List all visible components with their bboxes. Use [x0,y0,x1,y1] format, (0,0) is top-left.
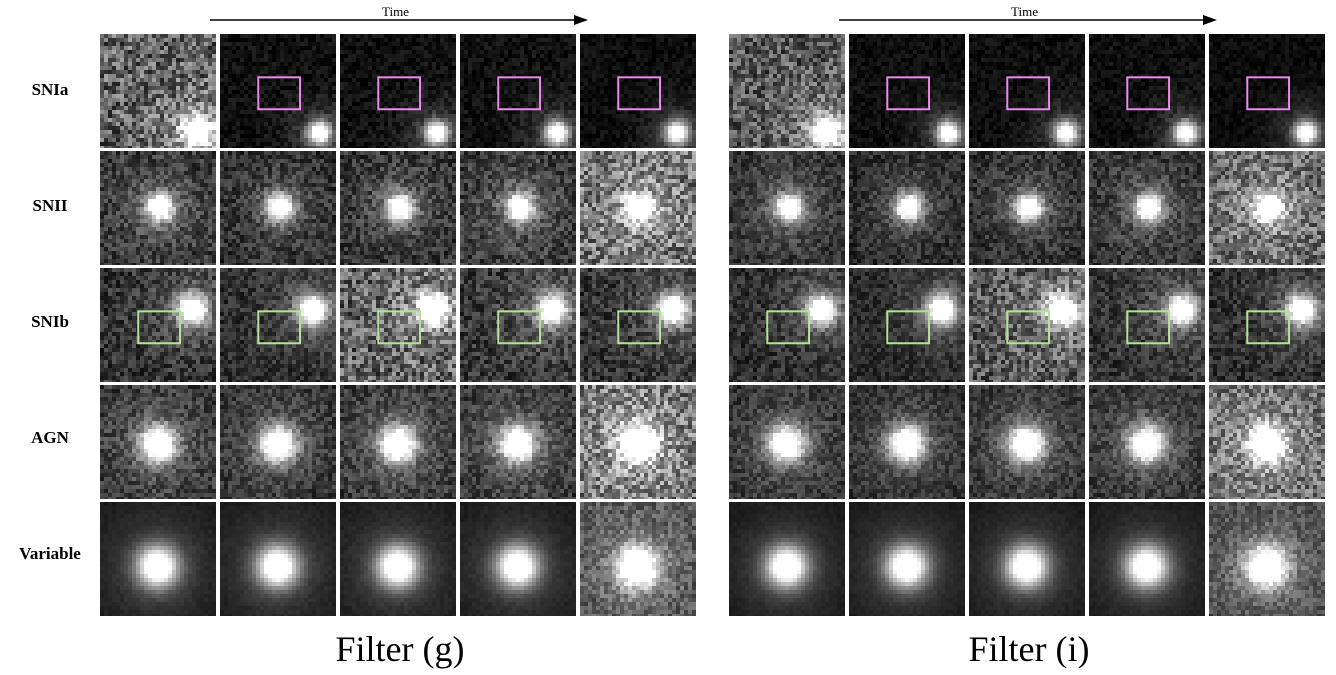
thumbnail-image [100,502,216,616]
highlight-box [377,76,422,111]
thumbnail-image [729,502,845,616]
thumbnail-image [100,151,216,265]
highlight-box [1126,310,1171,345]
panel-filter-g: Time Filter (g) [100,0,700,675]
highlight-box [1006,310,1051,345]
highlight-box [1246,76,1291,111]
image-grid [729,34,1327,616]
filter-title: Filter (g) [100,628,700,670]
thumbnail-image [969,385,1085,499]
row-label-agn: AGN [0,428,100,448]
thumbnail-image [100,268,216,382]
thumbnail-image [849,385,965,499]
time-axis-label: Time [382,4,409,20]
thumbnail-image [1089,268,1205,382]
highlight-box [257,310,302,345]
highlight-box [617,310,662,345]
highlight-box [1006,76,1051,111]
thumbnail-image [969,502,1085,616]
thumbnail-image [100,385,216,499]
thumbnail-image [969,151,1085,265]
thumbnail-image [460,151,576,265]
highlight-box [617,76,662,111]
row-label-snii: SNII [0,196,100,216]
time-arrow-icon [839,15,1217,25]
thumbnail-image [580,385,696,499]
thumbnail-image [729,385,845,499]
thumbnail-image [580,151,696,265]
thumbnail-image [460,502,576,616]
thumbnail-image [1209,268,1325,382]
thumbnail-image [729,268,845,382]
row-label-snia: SNIa [0,80,100,100]
thumbnail-image [729,34,845,148]
thumbnail-image [1209,385,1325,499]
panel-filter-i: Time Filter (i) [729,0,1329,675]
thumbnail-image [849,502,965,616]
thumbnail-image [729,151,845,265]
highlight-box [1246,310,1291,345]
highlight-box [886,76,931,111]
thumbnail-image [969,268,1085,382]
thumbnail-image [100,34,216,148]
thumbnail-image [1209,151,1325,265]
time-axis-label: Time [1011,4,1038,20]
highlight-box [497,76,542,111]
thumbnail-image [580,502,696,616]
thumbnail-image [580,34,696,148]
thumbnail-image [460,268,576,382]
thumbnail-image [1089,385,1205,499]
highlight-box [137,310,182,345]
thumbnail-image [1089,34,1205,148]
row-label-variable: Variable [0,544,100,564]
thumbnail-image [460,385,576,499]
thumbnail-image [340,34,456,148]
highlight-box [377,310,422,345]
thumbnail-image [220,502,336,616]
highlight-box [886,310,931,345]
thumbnail-image [1089,502,1205,616]
thumbnail-image [1209,502,1325,616]
thumbnail-image [220,34,336,148]
thumbnail-image [969,34,1085,148]
thumbnail-image [849,151,965,265]
highlight-box [766,310,811,345]
thumbnail-image [849,34,965,148]
thumbnail-image [1089,151,1205,265]
thumbnail-image [340,151,456,265]
thumbnail-image [340,385,456,499]
thumbnail-image [1209,34,1325,148]
filter-title: Filter (i) [729,628,1329,670]
thumbnail-image [220,151,336,265]
image-grid [100,34,698,616]
highlight-box [1126,76,1171,111]
thumbnail-image [340,268,456,382]
highlight-box [497,310,542,345]
thumbnail-image [220,385,336,499]
thumbnail-image [220,268,336,382]
thumbnail-image [460,34,576,148]
time-arrow-icon [210,15,588,25]
highlight-box [257,76,302,111]
thumbnail-image [580,268,696,382]
thumbnail-image [849,268,965,382]
row-label-snib: SNIb [0,312,100,332]
thumbnail-image [340,502,456,616]
